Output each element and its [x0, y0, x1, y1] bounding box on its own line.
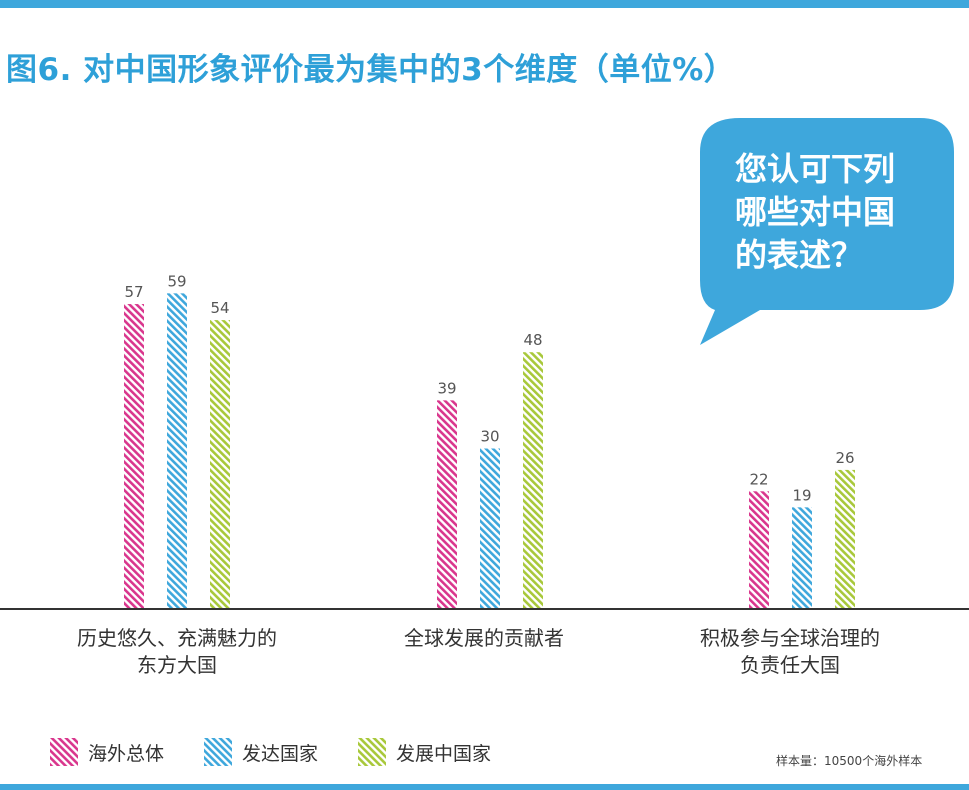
bar-developing-cat3	[835, 469, 855, 609]
bar-overseas-cat1	[124, 304, 144, 609]
value-label-developing-cat3: 26	[835, 449, 854, 467]
category-label-2-line-1: 全球发展的贡献者	[404, 626, 564, 650]
sample-size-label: 样本量：	[776, 754, 825, 768]
speech-bubble-text: 您认可下列 哪些对中国 的表述？	[735, 148, 935, 277]
bar-overseas-cat3	[749, 491, 769, 609]
bottom-accent-bar	[0, 784, 969, 790]
legend-swatch-overseas	[50, 738, 78, 766]
bar-developing-cat1	[210, 320, 230, 609]
bar-developed-cat3	[792, 507, 812, 609]
value-label-overseas-cat2: 39	[437, 379, 456, 397]
category-label-3-line-1: 积极参与全球治理的	[700, 626, 880, 650]
legend-label-developing: 发展中国家	[396, 742, 492, 765]
bubble-line-3: 的表述？	[735, 236, 864, 274]
value-label-developed-cat2: 30	[480, 428, 499, 446]
chart-title: 图6. 对中国形象评价最为集中的3个维度（单位%）	[6, 52, 736, 88]
value-label-developing-cat1: 54	[210, 299, 229, 317]
speech-bubble-shape	[700, 118, 954, 345]
bar-developed-cat2	[480, 448, 500, 609]
legend-label-developed: 发达国家	[242, 742, 319, 765]
legend-item-developed: 发达国家	[204, 737, 318, 767]
bubble-line-1: 您认可下列	[735, 150, 896, 188]
top-accent-bar	[0, 0, 969, 8]
sample-size-value: 10500个海外样本	[824, 754, 923, 768]
legend-item-overseas: 海外总体	[50, 737, 164, 767]
bars-group	[124, 293, 855, 609]
sample-size-note: 样本量：10500个海外样本	[776, 752, 922, 769]
bar-overseas-cat2	[437, 400, 457, 609]
value-label-overseas-cat1: 57	[124, 283, 143, 301]
bubble-line-2: 哪些对中国	[735, 193, 896, 231]
bar-developing-cat2	[523, 352, 543, 609]
legend-swatch-developing	[358, 738, 386, 766]
bar-developed-cat1	[167, 293, 187, 609]
legend-label-overseas: 海外总体	[88, 742, 165, 765]
value-label-overseas-cat3: 22	[749, 470, 768, 488]
value-label-developed-cat1: 59	[167, 272, 186, 290]
category-label-1-line-2: 东方大国	[137, 653, 217, 677]
category-label-3-line-2: 负责任大国	[740, 653, 840, 677]
value-label-developing-cat2: 48	[523, 331, 542, 349]
category-label-1-line-1: 历史悠久、充满魅力的	[77, 626, 277, 650]
value-labels-group: 57 39 22 59 30 19 54 48 26	[124, 272, 854, 504]
legend-swatch-developed	[204, 738, 232, 766]
legend-item-developing: 发展中国家	[358, 737, 491, 767]
value-label-developed-cat3: 19	[792, 486, 811, 504]
